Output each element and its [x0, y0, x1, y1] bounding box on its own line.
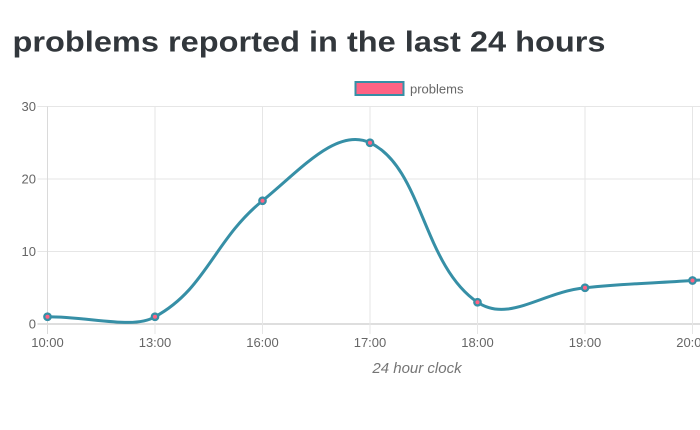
svg-text:20: 20: [22, 172, 36, 187]
svg-text:0: 0: [29, 317, 36, 332]
svg-text:20:00: 20:00: [676, 335, 700, 350]
svg-text:17:00: 17:00: [354, 335, 387, 350]
svg-text:18:00: 18:00: [461, 335, 494, 350]
svg-text:10: 10: [22, 244, 36, 259]
svg-text:problems reported in the last: problems reported in the last 24 hours: [13, 27, 606, 59]
svg-text:30: 30: [22, 99, 36, 114]
svg-text:24 hour clock: 24 hour clock: [371, 360, 463, 377]
svg-text:problems: problems: [410, 82, 464, 97]
svg-text:16:00: 16:00: [246, 335, 279, 350]
svg-text:10:00: 10:00: [31, 335, 64, 350]
svg-text:13:00: 13:00: [139, 335, 172, 350]
svg-text:19:00: 19:00: [569, 335, 602, 350]
